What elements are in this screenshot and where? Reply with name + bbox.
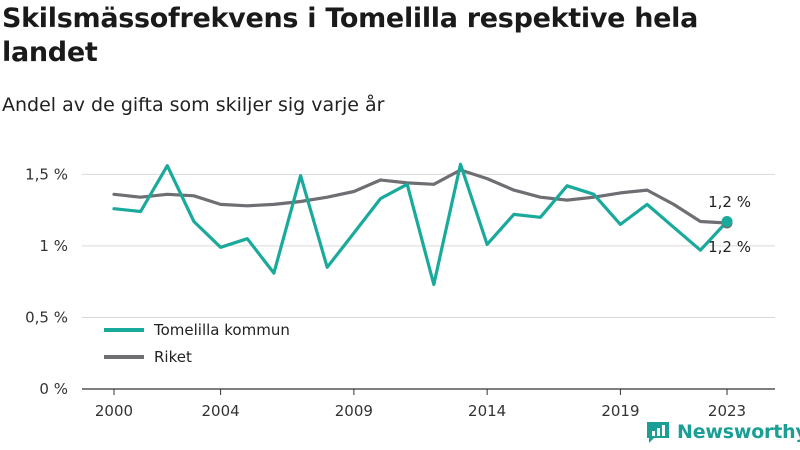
series-line-tomelilla bbox=[112, 162, 729, 287]
chart-subtitle: Andel av de gifta som skiljer sig varje … bbox=[2, 94, 385, 116]
x-tick-label: 2014 bbox=[468, 402, 506, 420]
y-tick-label: 1 % bbox=[39, 237, 68, 255]
x-tick-label: 2004 bbox=[202, 402, 240, 420]
y-tick-label: 1,5 % bbox=[25, 165, 68, 183]
tomelilla-end-point bbox=[721, 216, 733, 228]
newsworthy-logo-icon bbox=[647, 422, 669, 443]
y-tick-label: 0,5 % bbox=[25, 308, 68, 326]
y-tick-label: 0 % bbox=[39, 380, 68, 398]
x-tick-label: 2009 bbox=[335, 402, 373, 420]
legend-tomelilla-label: Tomelilla kommun bbox=[153, 321, 290, 339]
x-tick-label: 2019 bbox=[601, 402, 639, 420]
x-tick-label: 2000 bbox=[95, 402, 133, 420]
x-tick-label: 2023 bbox=[708, 402, 746, 420]
brand-logo: Newsworthy bbox=[645, 420, 800, 444]
series-line-riket bbox=[112, 168, 729, 225]
chart-title: Skilsmässofrekvens i Tomelilla respektiv… bbox=[2, 3, 699, 68]
tomelilla-end-label: 1,2 % bbox=[708, 238, 751, 256]
legend-riket-label: Riket bbox=[154, 348, 192, 366]
brand-name: Newsworthy bbox=[677, 421, 800, 443]
riket-end-label: 1,2 % bbox=[708, 193, 751, 211]
